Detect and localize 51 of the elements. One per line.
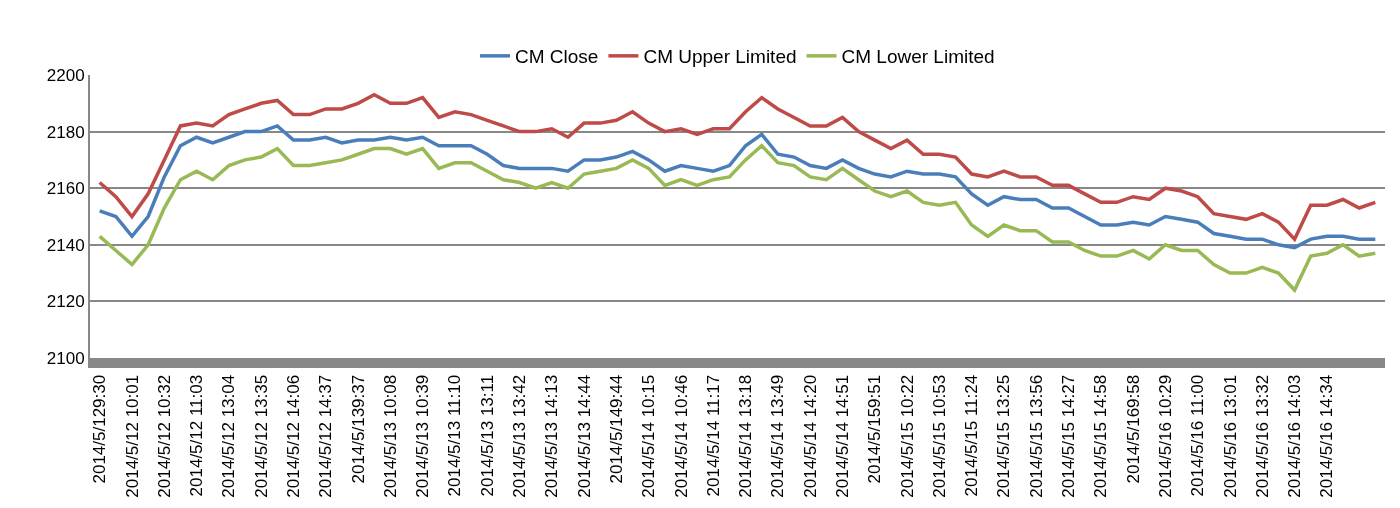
x-tick-label: 2014/5/13 13:42 — [510, 374, 530, 498]
y-tick-label: 2180 — [46, 122, 85, 142]
x-tick-label: 2014/5/12 14:06 — [283, 374, 303, 498]
x-tick-label: 2014/5/13 14:13 — [542, 374, 562, 498]
x-tick-label: 2014/5/159:51 — [865, 374, 885, 484]
x-tick-label: 2014/5/14 11:17 — [703, 374, 723, 497]
x-tick-label: 2014/5/12 10:32 — [154, 374, 174, 498]
x-tick-label: 2014/5/15 14:27 — [1059, 374, 1079, 498]
x-tick-label: 2014/5/16 14:03 — [1285, 374, 1305, 498]
legend-label: CM Lower Limited — [841, 46, 995, 68]
x-tick-label: 2014/5/12 10:01 — [122, 374, 142, 498]
x-tick-label: 2014/5/12 13:35 — [251, 374, 271, 498]
x-tick-label: 2014/5/12 11:03 — [187, 374, 207, 497]
line-series — [97, 93, 1378, 241]
y-tick-label: 2200 — [46, 65, 85, 85]
y-tick-label: 2120 — [46, 292, 85, 312]
x-tick-label: 2014/5/13 14:44 — [574, 374, 594, 498]
x-tick-label: 2014/5/14 13:18 — [736, 374, 756, 498]
x-tick-label: 2014/5/12 14:37 — [316, 374, 336, 498]
x-tick-label: 2014/5/15 11:24 — [962, 374, 982, 497]
x-tick-label: 2014/5/16 11:00 — [1188, 374, 1208, 497]
legend-label: CM Close — [515, 46, 599, 68]
y-tick-label: 2100 — [46, 348, 85, 368]
x-tick-label: 2014/5/14 10:46 — [671, 374, 691, 498]
x-tick-label: 2014/5/149:44 — [606, 374, 626, 484]
x-tick-label: 2014/5/12 13:04 — [219, 374, 239, 498]
x-tick-label: 2014/5/13 10:08 — [380, 374, 400, 498]
x-tick-label: 2014/5/14 10:15 — [639, 374, 659, 498]
x-tick-label: 2014/5/16 14:34 — [1317, 374, 1337, 498]
x-tick-label: 2014/5/15 13:56 — [1026, 374, 1046, 498]
x-tick-label: 2014/5/15 10:53 — [929, 374, 949, 498]
x-tick-label: 2014/5/14 13:49 — [768, 374, 788, 498]
x-tick-label: 2014/5/16 13:32 — [1252, 374, 1272, 498]
x-tick-label: 2014/5/129:30 — [90, 374, 110, 484]
x-tick-label: 2014/5/169:58 — [1123, 374, 1143, 484]
x-tick-label: 2014/5/13 11:10 — [445, 374, 465, 497]
x-tick-label: 2014/5/13 10:39 — [413, 374, 433, 498]
x-tick-label: 2014/5/15 10:22 — [897, 374, 917, 498]
x-tick-label: 2014/5/13 13:11 — [477, 374, 497, 497]
y-tick-label: 2140 — [46, 235, 85, 255]
x-tick-label: 2014/5/16 10:29 — [1155, 374, 1175, 498]
x-tick-label: 2014/5/16 13:01 — [1220, 374, 1240, 498]
y-tick-label: 2160 — [46, 179, 85, 199]
x-tick-label: 2014/5/15 14:58 — [1091, 374, 1111, 498]
x-tick-label: 2014/5/139:37 — [348, 374, 368, 484]
legend-label: CM Upper Limited — [643, 46, 797, 68]
line-series — [97, 144, 1378, 292]
x-tick-label: 2014/5/14 14:51 — [832, 374, 852, 498]
x-tick-label: 2014/5/15 13:25 — [994, 374, 1014, 498]
line-series — [97, 124, 1378, 250]
x-tick-label: 2014/5/14 14:20 — [800, 374, 820, 498]
